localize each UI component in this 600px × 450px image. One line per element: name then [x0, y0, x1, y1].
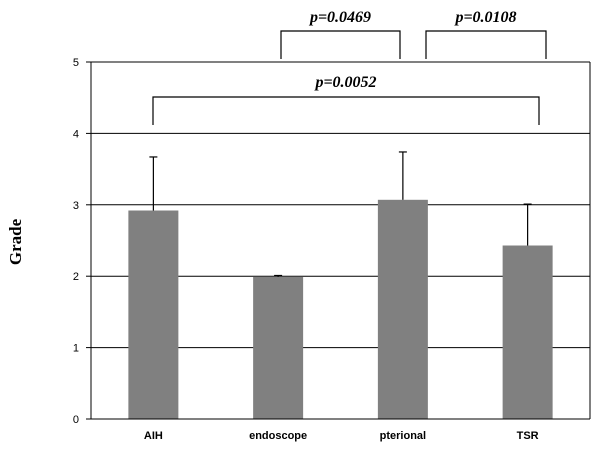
p-value-label: p=0.0108 — [453, 9, 516, 26]
y-tick-label: 2 — [73, 271, 79, 283]
bar — [377, 199, 428, 419]
x-tick-labels: AIH endoscope pterional TSR — [144, 430, 539, 442]
error-bars — [149, 151, 532, 277]
x-tick-label: endoscope — [249, 430, 307, 442]
y-tick-label: 3 — [73, 200, 79, 212]
significance-bracket — [152, 96, 540, 125]
bar — [502, 245, 553, 419]
bar — [253, 276, 304, 419]
significance-bracket — [280, 30, 401, 59]
significance-bracket — [425, 30, 547, 59]
y-tick-label: 5 — [73, 57, 79, 69]
y-tick-label: 4 — [73, 128, 79, 140]
x-tick-label: pterional — [380, 430, 426, 442]
y-tick-labels: 0 1 2 3 4 5 — [73, 57, 79, 426]
x-tick-label: AIH — [144, 430, 163, 442]
bar — [128, 210, 179, 419]
y-tick-label: 1 — [73, 343, 79, 355]
axes — [86, 61, 591, 420]
bars — [128, 199, 553, 419]
p-value-label: p=0.0469 — [308, 9, 371, 26]
x-tick-label: TSR — [517, 430, 539, 442]
y-axis-label: Grade — [6, 218, 25, 265]
p-value-label: p=0.0052 — [313, 74, 376, 91]
significance-brackets: p=0.0469 p=0.0108 p=0.0052 — [152, 9, 547, 125]
y-tick-label: 0 — [73, 414, 79, 426]
